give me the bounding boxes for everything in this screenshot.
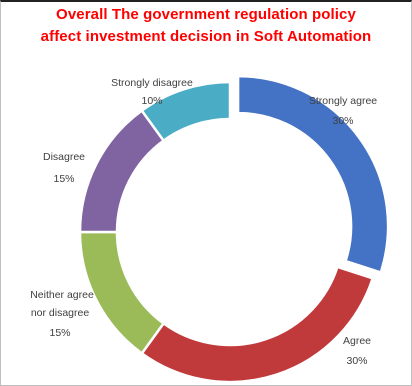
label-strongly-disagree: Strongly disagree (111, 77, 193, 89)
chart-title-line-2: affect investment decision in Soft Autom… (40, 28, 372, 45)
slice-strongly-disagree (140, 80, 232, 143)
slice-strongly-agree (236, 74, 390, 275)
value-strongly-disagree: 10% (141, 95, 162, 107)
value-agree: 30% (346, 355, 367, 367)
chart-title: Overall The government regulation policy… (0, 4, 412, 48)
label-agree: Agree (343, 335, 371, 347)
slice-agree (140, 265, 375, 384)
slice-disagree (78, 108, 166, 234)
value-disagree: 15% (53, 173, 74, 185)
chart-title-line-1: Overall The government regulation policy (56, 6, 356, 23)
label-strongly-agree: Strongly agree (309, 95, 377, 107)
label-neither-line-2: nor disagree (31, 307, 90, 319)
doughnut-slices (78, 74, 390, 384)
value-neither: 15% (49, 327, 70, 339)
label-disagree: Disagree (43, 151, 85, 163)
value-strongly-agree: 30% (332, 115, 353, 127)
label-neither-line-1: Neither agree (30, 289, 94, 301)
